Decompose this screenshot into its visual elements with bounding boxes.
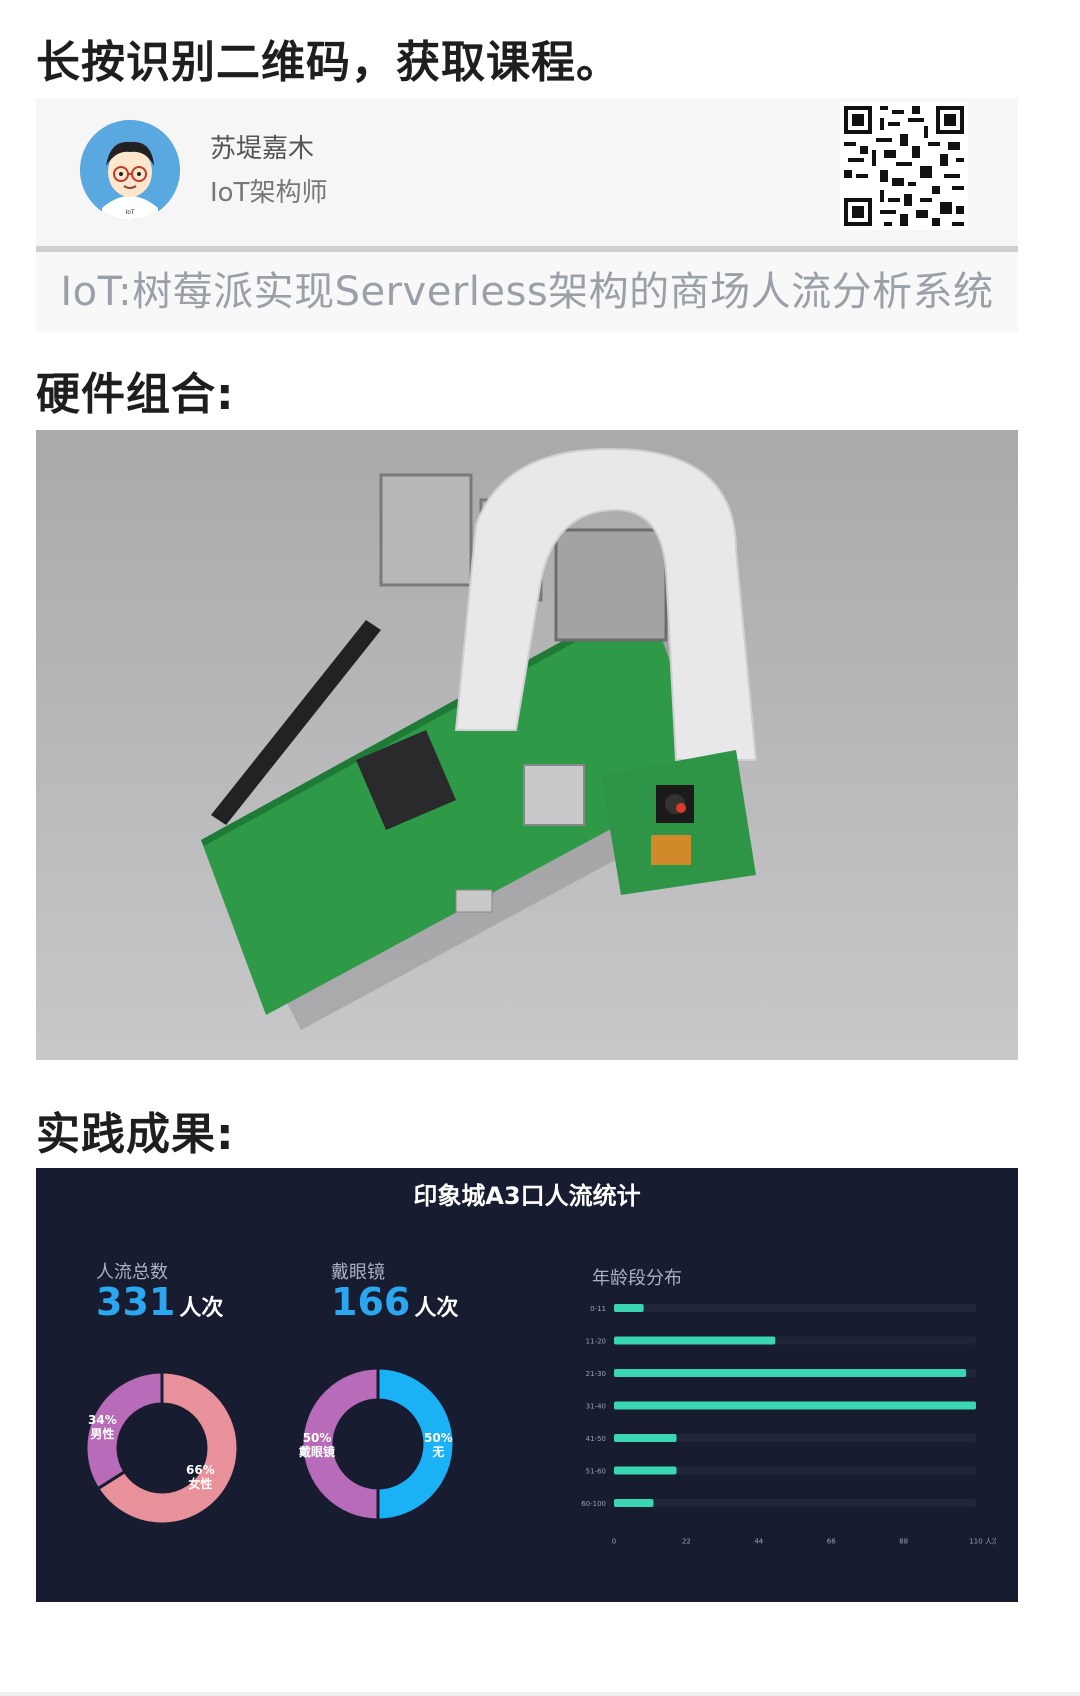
age-chart-title: 年龄段分布 (592, 1268, 682, 1289)
age-bar (614, 1401, 976, 1410)
glasses-yes-text: 戴眼镜 (299, 1445, 336, 1459)
age-axis-tick: 0 (612, 1538, 616, 1546)
glasses-stat: 166 人次 (331, 1280, 458, 1324)
author-card[interactable]: IoT 苏堤嘉木 IoT架构师 (36, 98, 1018, 258)
gender-male-label: 34% 男性 (88, 1413, 117, 1441)
donut-slice (376, 1366, 456, 1522)
gender-female-label: 66% 女性 (186, 1463, 215, 1491)
author-avatar: IoT (80, 120, 180, 220)
scan-heading: 长按识别二维码，获取课程。 (36, 37, 621, 88)
glasses-yes-label: 50% 戴眼镜 (299, 1431, 335, 1459)
age-axis-tick: 110 (969, 1538, 982, 1546)
age-bar-track (614, 1466, 976, 1475)
author-role: IoT架构师 (210, 178, 328, 208)
age-category-label: 60-100 (581, 1500, 606, 1508)
age-bar (614, 1434, 677, 1442)
age-bar (614, 1369, 967, 1377)
male-text: 男性 (90, 1427, 115, 1441)
author-name: 苏堤嘉木 (210, 134, 315, 164)
total-unit: 人次 (179, 1296, 224, 1321)
total-value: 331 (96, 1280, 176, 1324)
dashboard-panel: 印象城A3口人流统计 人流总数 331 人次 戴眼镜 166 人次 34% 男性 6… (36, 1168, 1018, 1602)
hardware-photo (36, 430, 1018, 1060)
total-stat: 331 人次 (96, 1280, 223, 1324)
age-category-label: 31-40 (586, 1403, 606, 1411)
donut-slice (84, 1370, 164, 1491)
glasses-no-text: 无 (432, 1445, 445, 1459)
age-axis-tick: 88 (899, 1538, 908, 1546)
age-bar-track (614, 1304, 976, 1312)
age-axis-unit: 人次 (985, 1537, 996, 1546)
age-bar (614, 1304, 644, 1312)
age-axis-tick: 44 (754, 1538, 763, 1546)
age-bar (614, 1336, 776, 1345)
age-axis-tick: 66 (827, 1538, 836, 1546)
age-category-label: 11-20 (586, 1338, 606, 1346)
age-category-label: 21-30 (586, 1370, 606, 1378)
donut-slice (300, 1366, 380, 1522)
donut-slice (95, 1370, 240, 1526)
age-category-label: 41-50 (586, 1435, 606, 1443)
glasses-unit: 人次 (414, 1296, 459, 1321)
age-bar (614, 1499, 654, 1507)
glasses-value: 166 (331, 1280, 411, 1324)
gender-donut-chart (84, 1370, 240, 1526)
glasses-yes-percent: 50% (302, 1431, 332, 1445)
female-percent: 66% (186, 1463, 215, 1477)
course-title-banner[interactable]: IoT:树莓派实现Serverless架构的商场人流分析系统 (36, 252, 1018, 332)
qr-code-icon (840, 102, 968, 230)
glasses-no-label: 50% 无 (424, 1431, 453, 1459)
age-category-label: 0-11 (590, 1305, 606, 1313)
age-category-label: 51-60 (586, 1468, 606, 1476)
female-text: 女性 (188, 1477, 213, 1491)
age-bar-chart: 0-11 11-20 21-30 31-40 41-50 51-60 60-100 0 22 44… (581, 1304, 996, 1546)
male-percent: 34% (88, 1413, 117, 1427)
glasses-no-percent: 50% (424, 1431, 453, 1445)
avatar-tag: IoT (125, 209, 134, 216)
dashboard-title: 印象城A3口人流统计 (413, 1182, 641, 1210)
hardware-heading: 硬件组合: (36, 369, 235, 420)
age-bar (614, 1466, 677, 1475)
glasses-donut-chart (300, 1366, 456, 1522)
age-bar-track (614, 1499, 976, 1507)
age-bar-track (614, 1434, 976, 1442)
page-divider (0, 1692, 1080, 1696)
age-axis-tick: 22 (682, 1538, 691, 1546)
results-heading: 实践成果: (36, 1109, 235, 1160)
glasses-label: 戴眼镜 (331, 1262, 385, 1283)
total-label: 人流总数 (96, 1262, 168, 1283)
